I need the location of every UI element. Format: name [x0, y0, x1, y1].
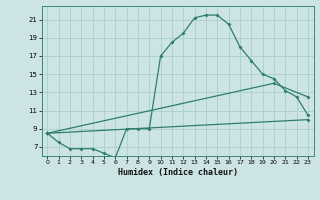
X-axis label: Humidex (Indice chaleur): Humidex (Indice chaleur)	[118, 168, 237, 177]
